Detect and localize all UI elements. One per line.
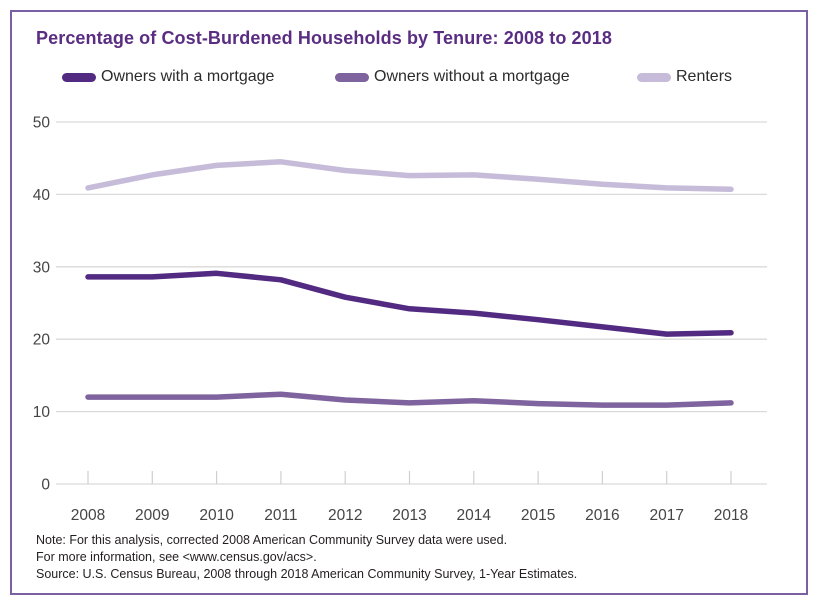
legend-item: Owners without a mortgage xyxy=(335,68,570,86)
legend-item: Renters xyxy=(637,68,732,86)
x-axis-tick-label: 2012 xyxy=(328,507,362,524)
legend-label: Renters xyxy=(676,68,733,85)
source-line: Source: U.S. Census Bureau, 2008 through… xyxy=(36,567,578,581)
chart-legend: Owners with a mortgage Owners without a m… xyxy=(12,68,806,92)
legend-swatch-icon xyxy=(335,72,369,82)
series-line xyxy=(85,391,734,408)
x-axis-tick-label: 2011 xyxy=(264,507,297,524)
legend-label: Owners without a mortgage xyxy=(374,68,570,85)
x-axis-tick-label: 2009 xyxy=(135,507,169,524)
x-axis-tick-label: 2016 xyxy=(585,507,619,524)
more-info-line: For more information, see <www.census.go… xyxy=(36,550,317,564)
y-axis-tick-label: 40 xyxy=(33,187,51,204)
x-axis-tick-label: 2014 xyxy=(457,507,492,524)
legend-swatch-icon xyxy=(62,72,96,82)
legend-label: Owners with a mortgage xyxy=(101,68,275,85)
x-axis-tick-label: 2018 xyxy=(714,507,748,524)
y-axis-tick-label: 50 xyxy=(33,115,51,132)
y-axis-tick-label: 10 xyxy=(33,404,51,421)
series-line xyxy=(85,159,734,193)
legend-item: Owners with a mortgage xyxy=(62,68,274,86)
x-axis-tick-label: 2010 xyxy=(199,507,234,524)
series-line xyxy=(85,270,734,337)
x-axis-tick-label: 2013 xyxy=(392,507,426,524)
y-axis-tick-label: 0 xyxy=(41,477,50,494)
x-axis-tick-label: 2015 xyxy=(521,507,555,524)
legend-swatch-icon xyxy=(637,72,671,82)
y-axis-tick-label: 20 xyxy=(33,332,51,349)
chart-card: Percentage of Cost-Burdened Households b… xyxy=(10,10,808,595)
line-chart: 0 10 20 30 40 50 2008 2009 2010 2011 2012 2013 2014 2… xyxy=(33,115,767,524)
y-axis-tick-label: 30 xyxy=(33,259,51,276)
chart-title: Percentage of Cost-Burdened Households b… xyxy=(36,28,613,48)
note-line: Note: For this analysis, corrected 2008 … xyxy=(36,533,508,547)
x-axis-tick-label: 2017 xyxy=(649,507,683,524)
x-axis-tick-label: 2008 xyxy=(71,507,105,524)
chart-notes: Note: For this analysis, corrected 2008 … xyxy=(36,532,577,583)
